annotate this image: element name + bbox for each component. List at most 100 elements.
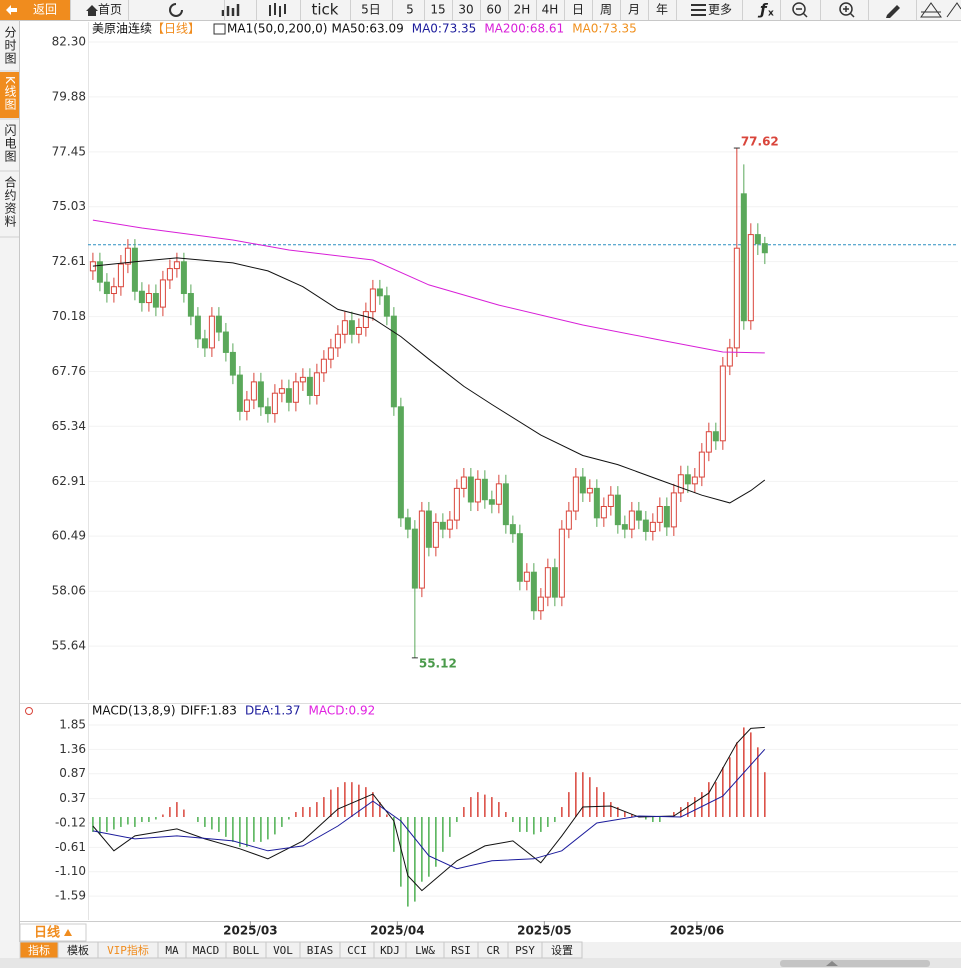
tab[interactable]: VOL xyxy=(273,944,293,957)
legend-entry: MA0:73.35 xyxy=(572,22,637,36)
tab[interactable]: MACD xyxy=(193,944,220,957)
tab-bg[interactable] xyxy=(541,941,583,959)
tab[interactable]: VIP指标 xyxy=(107,943,149,957)
sidebar-tab[interactable]: 合约资料 xyxy=(3,175,17,228)
toolbar-button[interactable]: 月 xyxy=(628,3,640,17)
candle-body xyxy=(607,494,614,507)
candle-body xyxy=(656,505,663,523)
refresh-icon[interactable] xyxy=(169,3,183,17)
toolbar-button[interactable]: 首页 xyxy=(98,3,122,17)
toolbar-button[interactable]: 15 xyxy=(430,3,445,17)
bar-icon[interactable] xyxy=(221,4,240,16)
candle-body xyxy=(327,347,334,360)
candle-body xyxy=(712,431,719,442)
sidebar-active[interactable] xyxy=(0,72,19,118)
toolbar-button[interactable]: 2H xyxy=(514,3,531,17)
tab[interactable]: 设置 xyxy=(551,944,573,957)
candle-body xyxy=(509,524,516,535)
candle-body xyxy=(159,279,166,308)
macd-settings-icon[interactable] xyxy=(25,707,33,715)
candle-body xyxy=(698,451,705,478)
x-tick-label: 2025/04 xyxy=(370,924,424,938)
tab[interactable]: LW& xyxy=(415,944,435,957)
tab[interactable]: CR xyxy=(486,944,500,957)
candle-body xyxy=(236,374,243,412)
tab[interactable]: RSI xyxy=(451,944,471,957)
zoom-in-icon[interactable] xyxy=(839,2,853,16)
tab[interactable]: PSY xyxy=(515,944,535,957)
toolbar-button[interactable]: 返回 xyxy=(33,3,57,17)
candle-body xyxy=(145,293,152,304)
candle-body xyxy=(481,478,488,501)
sidebar-tab[interactable]: K线图 xyxy=(3,76,17,111)
candle-body xyxy=(306,376,313,396)
zoom-in-icon-detail[interactable] xyxy=(843,6,855,18)
home-icon[interactable] xyxy=(86,5,98,16)
legend-entry: DEA:1.37 xyxy=(245,704,301,718)
toolbar-button[interactable]: 4H xyxy=(542,3,559,17)
candle-body xyxy=(222,331,229,353)
candle-body xyxy=(593,487,600,519)
fx-icon[interactable]: ƒ xyxy=(757,1,769,19)
candle-body xyxy=(166,268,173,281)
tab[interactable]: BIAS xyxy=(307,944,334,957)
y-tick-label: 60.49 xyxy=(52,529,86,543)
tab[interactable]: 指标 xyxy=(28,943,50,957)
back-button-bg[interactable] xyxy=(0,0,70,20)
candle-body xyxy=(635,510,642,521)
zoom-out-icon-detail[interactable] xyxy=(796,8,808,18)
sidebar-tab[interactable]: 闪电图 xyxy=(3,124,17,163)
sidebar-tab[interactable]: 分时图 xyxy=(3,26,17,65)
tab[interactable]: 模板 xyxy=(67,943,89,957)
fx-icon-x[interactable]: x xyxy=(768,9,774,19)
candle-body xyxy=(229,351,236,376)
toolbar-button[interactable]: tick xyxy=(312,1,339,19)
toolbar-button[interactable]: 5 xyxy=(406,3,414,17)
candle-icon[interactable] xyxy=(269,3,286,17)
tab[interactable]: CCI xyxy=(347,944,367,957)
candle-body xyxy=(439,521,446,530)
tab[interactable]: KDJ xyxy=(380,944,400,957)
pen-icon[interactable] xyxy=(886,5,900,18)
candle-body xyxy=(138,290,145,304)
toolbar-button[interactable]: 日 xyxy=(572,3,584,17)
x-tick-label: 2025/06 xyxy=(670,924,724,938)
candle-body xyxy=(754,234,761,245)
toolbar-button[interactable]: 年 xyxy=(656,3,668,17)
candle-body xyxy=(341,320,348,335)
candle-body xyxy=(250,381,257,401)
legend-entry: MA0:73.35 xyxy=(412,22,477,36)
candle-body xyxy=(600,505,607,519)
y-tick-label: 82.30 xyxy=(52,35,86,49)
candle-body xyxy=(705,431,712,453)
candle-body xyxy=(187,293,194,317)
x-tick-label: 2025/03 xyxy=(223,924,277,938)
period-label[interactable]: 日线 xyxy=(34,925,60,941)
scrollbar xyxy=(0,958,961,968)
more-icon[interactable] xyxy=(691,4,706,16)
candle-body xyxy=(747,234,754,322)
candle-body xyxy=(334,333,341,349)
tab[interactable]: BOLL xyxy=(233,944,260,957)
tab[interactable]: MA xyxy=(165,944,179,957)
toolbar-button[interactable]: 更多 xyxy=(708,3,732,17)
draw-icon[interactable] xyxy=(920,2,942,18)
legend-entry: MA50:63.09 xyxy=(331,22,403,36)
period-box[interactable] xyxy=(19,923,87,942)
candle-body xyxy=(292,381,299,403)
toolbar-button[interactable]: 60 xyxy=(486,3,501,17)
ma-line xyxy=(92,219,765,354)
scroll-thumb[interactable] xyxy=(780,960,930,967)
zoom-out-icon[interactable] xyxy=(792,2,806,16)
candle-body xyxy=(355,327,362,335)
toolbar-button[interactable]: 5日 xyxy=(361,3,381,17)
toolbar-button[interactable]: 周 xyxy=(600,3,612,17)
back-icon[interactable] xyxy=(6,5,17,15)
period-arrow[interactable] xyxy=(64,929,72,936)
draw-icon-2[interactable] xyxy=(946,2,961,18)
candle-body xyxy=(96,261,103,283)
toolbar-button[interactable]: 30 xyxy=(458,3,473,17)
candle-body xyxy=(425,510,432,548)
legend-entry: 【日线】 xyxy=(152,22,200,36)
candle-body xyxy=(761,243,768,254)
